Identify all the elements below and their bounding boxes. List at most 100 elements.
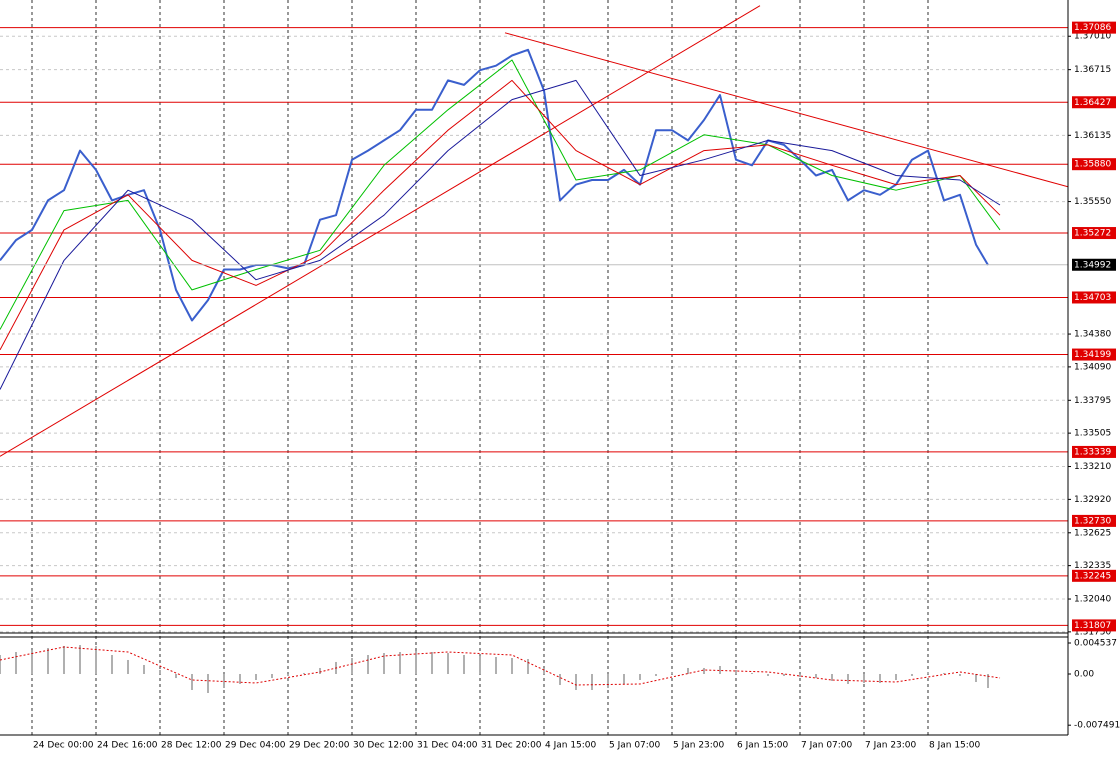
oscillator-bar	[575, 674, 577, 690]
oscillator-bar	[895, 674, 897, 681]
oscillator-bar	[543, 667, 545, 675]
level-label: 1.31807	[1074, 621, 1111, 631]
current-price-label: 1.34992	[1074, 260, 1111, 270]
oscillator-bar	[63, 645, 65, 675]
oscillator-bar	[175, 674, 177, 679]
oscillator-bar	[655, 674, 657, 676]
oscillator-bar	[143, 664, 145, 675]
oscillator-bar	[415, 650, 417, 675]
level-label-box	[1072, 21, 1116, 34]
oscillator-bar	[31, 650, 33, 675]
level-label: 1.32730	[1074, 516, 1111, 526]
oscillator-bar	[239, 674, 241, 684]
oscillator-bar	[367, 655, 369, 675]
oscillator-bar	[511, 658, 513, 675]
moving-average	[0, 59, 1001, 330]
oscillator-bar	[47, 648, 49, 675]
oscillator-bar	[639, 674, 641, 681]
level-label-box	[1072, 619, 1116, 632]
oscillator-bar	[911, 674, 913, 676]
y-tick-label: 1.33795	[1074, 396, 1111, 406]
y-tick-label: 1.33505	[1074, 429, 1111, 439]
oscillator-bar	[863, 674, 865, 684]
level-label-box	[1072, 348, 1116, 361]
oscillator-bar	[447, 653, 449, 675]
x-tick-label: 4 Jan 15:00	[545, 741, 597, 751]
oscillator-bar	[987, 674, 989, 689]
level-label: 1.33339	[1074, 447, 1111, 457]
x-tick-label: 30 Dec 12:00	[353, 741, 414, 751]
x-tick-label: 28 Dec 12:00	[161, 741, 222, 751]
oscillator-bar	[351, 658, 353, 675]
level-label-box	[1072, 569, 1116, 582]
level-label: 1.34703	[1074, 293, 1111, 303]
level-label-box	[1072, 514, 1116, 527]
oscillator-bar	[287, 674, 289, 676]
x-tick-label: 8 Jan 15:00	[929, 741, 981, 751]
oscillator-bar	[15, 651, 17, 675]
oscillator-bar	[319, 667, 321, 675]
level-label: 1.37086	[1074, 23, 1111, 33]
y-tick-label: 1.37010	[1074, 32, 1111, 42]
y-tick-label: 1.34380	[1074, 330, 1111, 340]
y-tick-label: 1.35550	[1074, 197, 1111, 207]
x-tick-label: 24 Dec 00:00	[33, 741, 94, 751]
moving-average	[0, 79, 1001, 351]
oscillator-bar	[223, 674, 225, 689]
oscillator-bar	[191, 674, 193, 690]
oscillator-bar	[303, 672, 305, 675]
level-label: 1.32245	[1074, 571, 1111, 581]
x-tick-label: 6 Jan 15:00	[737, 741, 789, 751]
level-label-box	[1072, 291, 1116, 304]
grid-layer	[0, 0, 1068, 735]
oscillator-bar	[463, 655, 465, 675]
oscillator-bar	[559, 674, 561, 686]
y-tick-label: 1.32335	[1074, 561, 1111, 571]
oscillator-bar	[527, 659, 529, 675]
oscillator-bar	[591, 674, 593, 690]
level-label: 1.34199	[1074, 350, 1111, 360]
y-tick-label: -0.007491	[1074, 721, 1120, 731]
oscillator-bar	[687, 667, 689, 675]
level-label-box	[1072, 227, 1116, 240]
x-tick-label: 7 Jan 07:00	[801, 741, 853, 751]
y-tick-label: 1.32920	[1074, 495, 1111, 505]
oscillator-bar	[623, 674, 625, 684]
oscillator-bar	[383, 653, 385, 675]
oscillator-bar	[815, 674, 817, 679]
x-tick-label: 29 Dec 04:00	[225, 741, 286, 751]
current-price-box	[1072, 258, 1116, 271]
x-tick-label: 31 Dec 04:00	[417, 741, 478, 751]
oscillator-bar	[847, 674, 849, 684]
x-tick-label: 7 Jan 23:00	[865, 741, 917, 751]
price-pane	[0, 5, 1068, 626]
level-label: 1.36427	[1074, 98, 1111, 108]
price-line	[0, 48, 989, 322]
y-tick-label: 1.34090	[1074, 362, 1111, 372]
oscillator-bar	[831, 674, 833, 681]
oscillator-bar	[271, 674, 273, 679]
y-tick-label: 0.004537	[1074, 638, 1117, 648]
oscillator-bar	[703, 667, 705, 675]
oscillator-bar	[799, 674, 801, 678]
oscillator-bar	[79, 645, 81, 675]
signal-line	[0, 646, 1001, 686]
level-label-box	[1072, 445, 1116, 458]
oscillator-bar	[111, 655, 113, 675]
oscillator-bar	[767, 674, 769, 676]
y-tick-label: 1.33210	[1074, 462, 1111, 472]
level-label: 1.35880	[1074, 160, 1111, 170]
trendline	[0, 5, 761, 457]
trendline	[504, 32, 1068, 188]
oscillator-bar	[479, 656, 481, 675]
oscillator-bar	[943, 672, 945, 675]
oscillator-bar	[95, 645, 97, 675]
oscillator-bar	[207, 674, 209, 693]
y-tick-label: 1.36715	[1074, 65, 1111, 75]
oscillator-bar	[751, 672, 753, 675]
oscillator-bar	[495, 656, 497, 675]
oscillator-bar	[127, 659, 129, 675]
